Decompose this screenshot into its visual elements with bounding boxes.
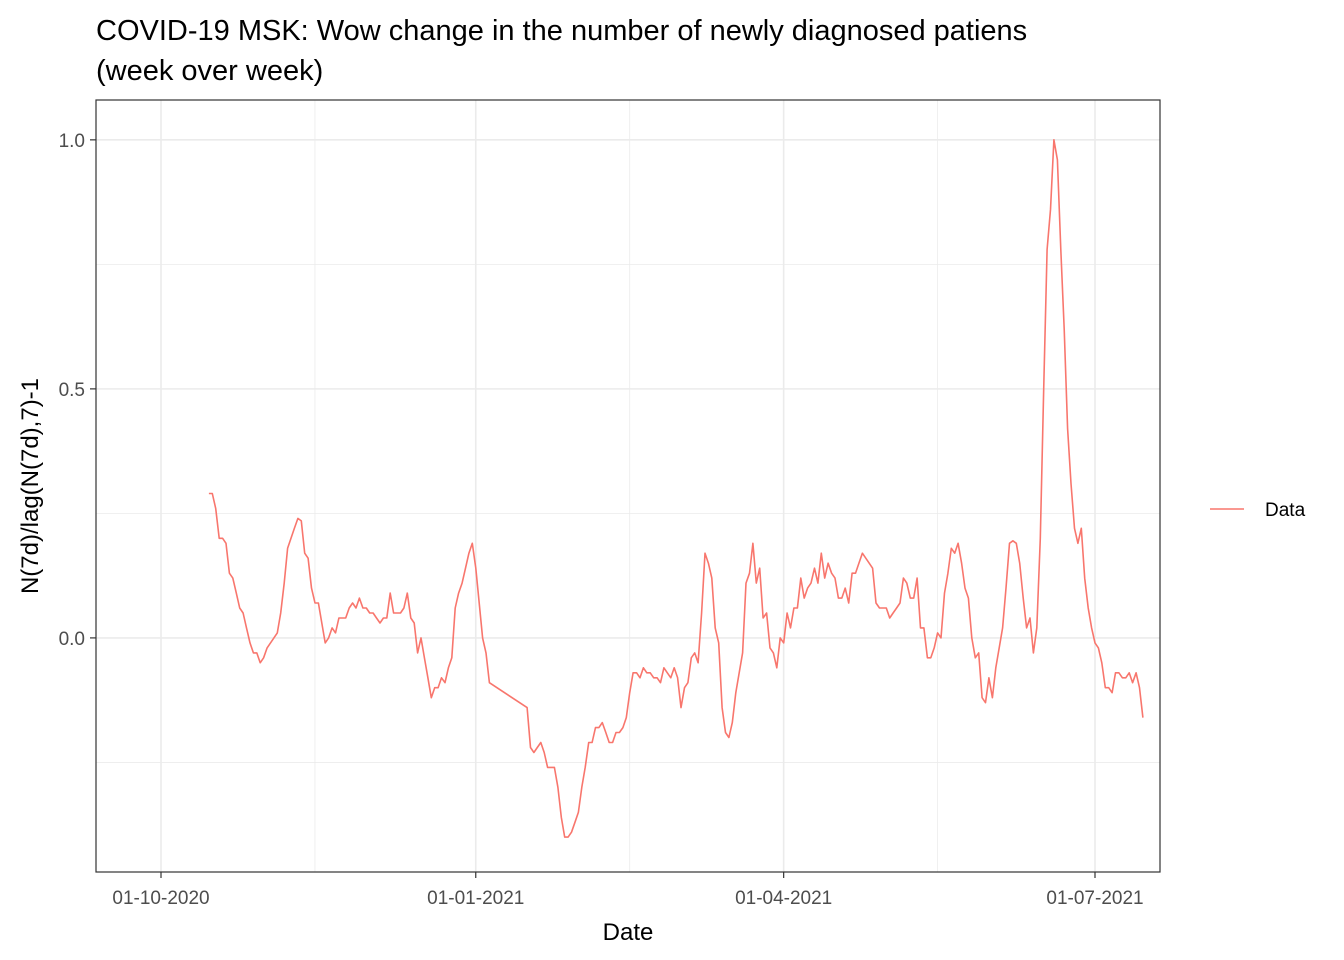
major-gridlines bbox=[96, 100, 1160, 872]
x-tick-label: 01-07-2021 bbox=[1046, 888, 1143, 909]
panel-border bbox=[95, 99, 1161, 873]
plot-panel bbox=[96, 100, 1160, 872]
x-axis-title: Date bbox=[603, 919, 654, 946]
chart-title-line-2: (week over week) bbox=[96, 55, 323, 87]
series-layer bbox=[208, 139, 1144, 838]
x-tick-label: 01-10-2020 bbox=[112, 888, 209, 909]
chart-title-line-1: COVID-19 MSK: Wow change in the number o… bbox=[96, 15, 1027, 47]
minor-gridlines bbox=[96, 100, 1160, 872]
y-tick-label: 0.0 bbox=[59, 629, 85, 650]
y-tick-label: 1.0 bbox=[59, 131, 85, 152]
x-tick-label: 01-01-2021 bbox=[427, 888, 524, 909]
y-axis-title: N(7d)/lag(N(7d),7)-1 bbox=[17, 378, 44, 594]
x-tick-label: 01-04-2021 bbox=[735, 888, 832, 909]
legend: Data bbox=[1210, 500, 1306, 521]
x-axis: 01-10-2020 01-01-2021 01-04-2021 01-07-2021 bbox=[112, 872, 1144, 909]
y-tick-label: 0.5 bbox=[59, 380, 85, 401]
series-line-data bbox=[208, 139, 1144, 838]
y-axis: 0.0 0.5 1.0 bbox=[59, 131, 96, 650]
legend-label-data: Data bbox=[1265, 500, 1306, 521]
